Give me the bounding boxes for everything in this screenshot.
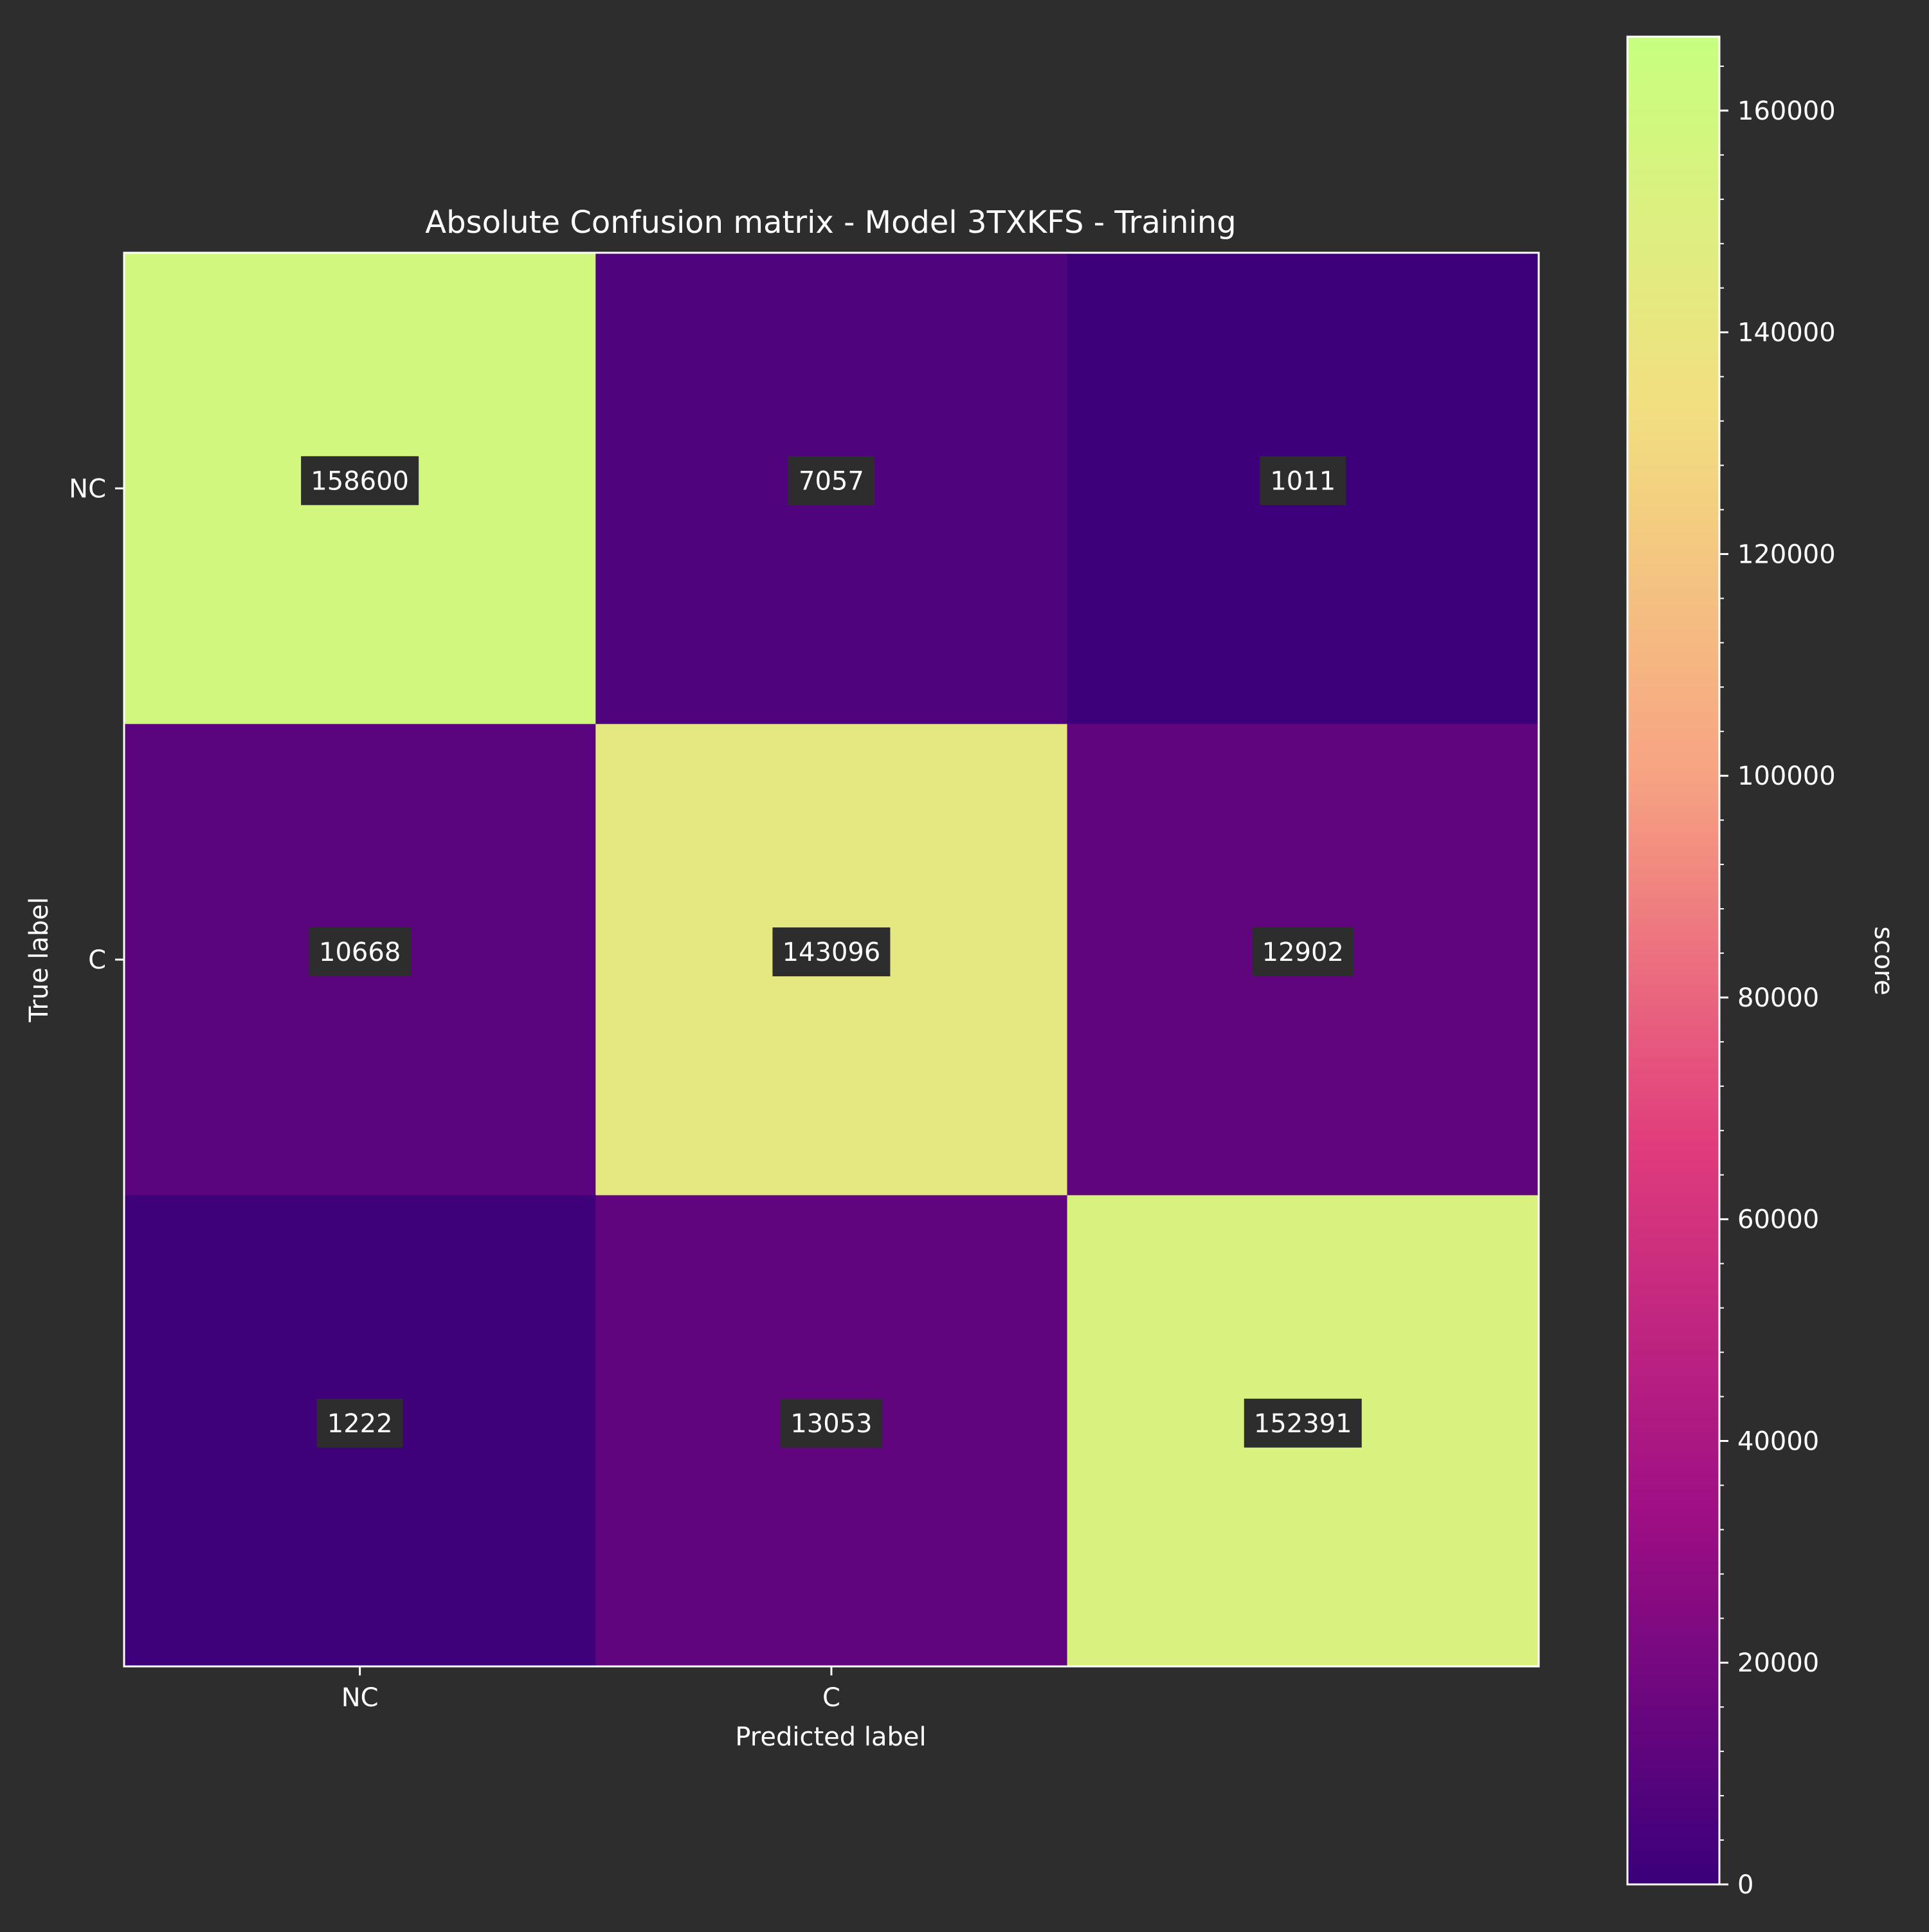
colorbar-tick-label: 140000 [1737,318,1836,348]
colorbar-tick-label: 120000 [1737,540,1836,569]
colorbar-tick-label: 80000 [1737,983,1819,1013]
x-tick-label: NC [341,1683,379,1713]
colorbar [1626,35,1721,1886]
cell-value-label: 1222 [327,1409,393,1439]
cell-label-box [1252,927,1354,977]
colorbar-tick-label: 20000 [1737,1648,1819,1678]
cell-value-label: 143096 [783,938,881,967]
chart-title: Absolute Confusion matrix - Model 3TXKFS… [425,205,1236,241]
colorbar-tick-label: 100000 [1737,761,1836,791]
y-tick-label: NC [69,474,106,504]
cell-label-box [316,1398,403,1448]
cell-label-box [309,927,411,977]
cell-label-box [1260,456,1346,506]
colorbar-tick-label: 0 [1737,1870,1753,1900]
y-tick-label: C [88,945,106,975]
cell-value-label: 7057 [799,466,864,496]
cell-value-label: 1011 [1270,466,1336,496]
colorbar-tick-label: 160000 [1737,96,1836,126]
cell-label-box [772,927,891,977]
colorbar-ticks: 0 20000 40000 60000 80000 100000 120000 140000 1… [1719,65,1836,1900]
x-axis-label: Predicted label [735,1722,926,1752]
cell-value-label: 152391 [1254,1409,1352,1439]
cell-label-box [1244,1398,1362,1448]
x-axis: NC C [341,1666,840,1713]
cell-value-label: 158600 [311,466,409,496]
y-axis: NC C [69,474,124,975]
cell-value-labels: 158600 7057 1011 10668 143096 12902 1222 13053 1… [301,456,1362,1448]
colorbar-label: score [1869,926,1898,995]
cell-value-label: 10668 [319,938,401,967]
colorbar-tick-label: 40000 [1737,1426,1819,1456]
cell-label-box [780,1398,883,1448]
cell-label-box [788,456,874,506]
colorbar-tick-label: 60000 [1737,1205,1819,1235]
cell-value-label: 13053 [790,1409,872,1439]
x-tick-label: C [822,1683,840,1713]
cell-label-box [301,456,419,506]
y-axis-label: True label [24,897,54,1023]
cell-value-label: 12902 [1262,938,1344,967]
